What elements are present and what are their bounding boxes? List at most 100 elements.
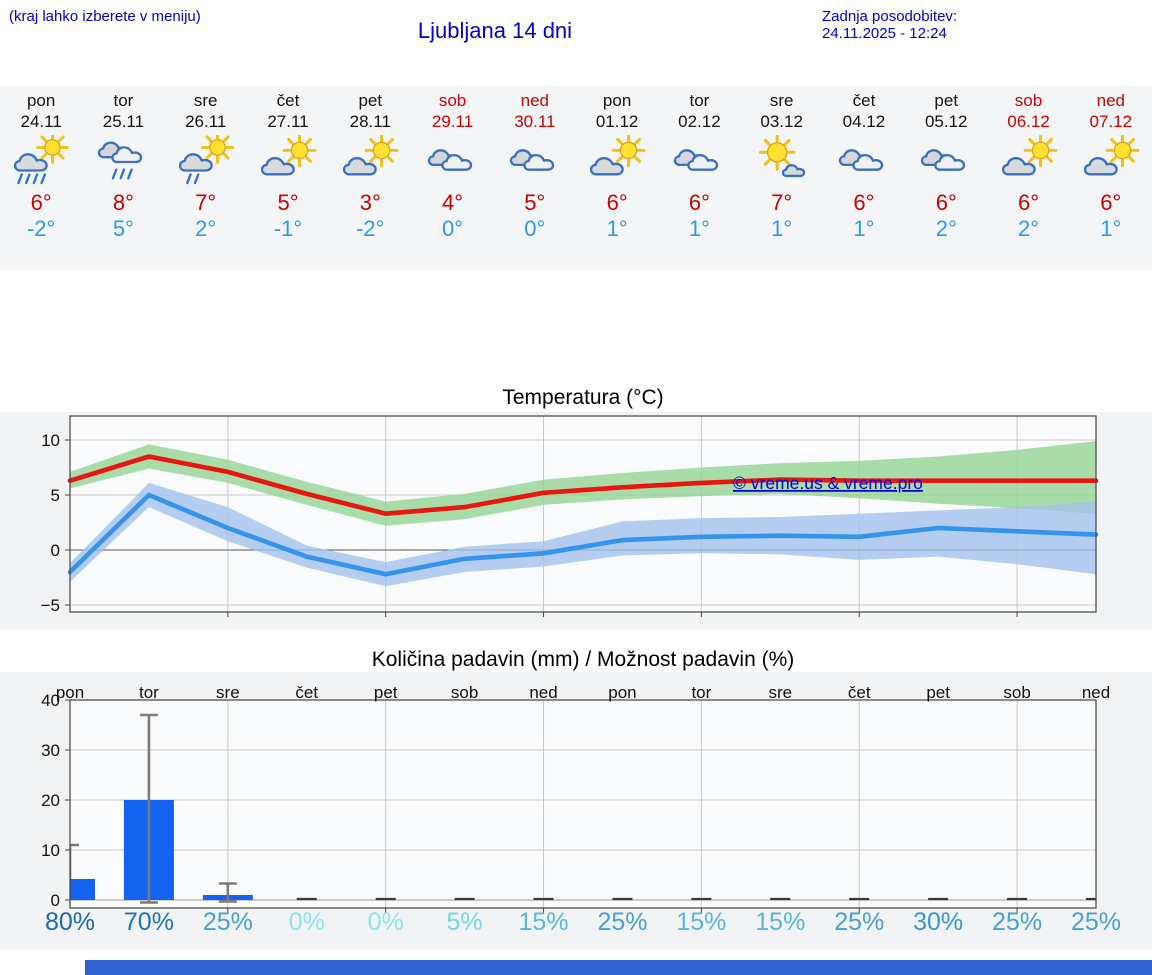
forecast-day-28.11[interactable]: pet 28.11 3° -2°: [329, 86, 411, 270]
precipitation-probability-label: 70%: [124, 908, 174, 936]
day-name: sob: [438, 91, 467, 110]
y-tick-label: 0: [51, 891, 60, 910]
error-bar: [70, 843, 79, 879]
temperature-chart: 10 5 0 −5 © vreme.us & vreme.pro: [0, 412, 1152, 630]
day-name: sre: [193, 91, 218, 110]
high-temperature: 6°: [30, 190, 52, 215]
day-axis-label: pon: [56, 683, 84, 702]
cloud-shape: [260, 157, 295, 176]
forecast-day-25.11[interactable]: tor 25.11 8° 5°: [82, 86, 164, 270]
max-temperature-range-band: [70, 441, 1096, 526]
day-name: ned: [520, 91, 550, 110]
weather-icon-cloudy: [921, 149, 966, 171]
precipitation-probability-label: 0%: [289, 908, 325, 936]
error-bar: [218, 882, 237, 903]
weather-icon-partly: [1001, 135, 1057, 176]
rain-streak: [119, 168, 126, 180]
location-menu-hint: (kraj lahko izberete v meniju): [9, 8, 201, 25]
cloud-shape: [781, 164, 805, 178]
rain-streak: [17, 173, 24, 185]
y-tick-label: 30: [41, 741, 60, 760]
day-date: 01.12: [595, 112, 639, 131]
day-date: 25.11: [102, 112, 145, 131]
last-updated: Zadnja posodobitev: 24.11.2025 - 12:24: [822, 8, 958, 42]
high-temperature: 4°: [442, 190, 464, 215]
rain-streak: [112, 168, 118, 180]
forecast-day-04.12[interactable]: čet 04.12 6° 1°: [823, 86, 905, 270]
forecast-day-26.11[interactable]: sre 26.11 7° 2°: [165, 86, 247, 270]
day-name: pet: [934, 91, 959, 110]
page-title: Ljubljana 14 dni: [417, 18, 573, 43]
day-axis-label: pet: [926, 683, 950, 702]
day-date: 02.12: [678, 112, 721, 131]
low-temperature: 1°: [688, 216, 710, 241]
high-temperature: 7°: [771, 190, 793, 215]
y-tick-label: 10: [41, 841, 60, 860]
plot-border: [69, 699, 1097, 909]
sun-shape: [758, 135, 796, 171]
precipitation-probability-label: 25%: [1071, 908, 1121, 936]
rain-streak: [40, 173, 47, 185]
forecast-day-05.12[interactable]: pet 05.12 6° 2°: [905, 86, 987, 270]
day-name: sob: [1014, 91, 1043, 110]
precipitation-probability-label: 80%: [45, 908, 95, 936]
rain-streak: [25, 173, 31, 185]
low-temperature: -2°: [356, 216, 385, 241]
weather-icon-partly: [589, 135, 646, 176]
day-date: 28.11: [349, 112, 391, 131]
precipitation-probability-label: 0%: [368, 908, 404, 936]
forecast-day-01.12[interactable]: pon 01.12 6° 1°: [576, 86, 658, 270]
high-temperature: 5°: [524, 190, 546, 215]
horizontal-scrollbar-thumb[interactable]: [85, 960, 1152, 975]
precipitation-probability-label: 25%: [992, 908, 1042, 936]
cloud-shape: [523, 153, 554, 171]
forecast-day-24.11[interactable]: pon 24.11 6° -2°: [0, 86, 82, 270]
day-date: 05.12: [924, 112, 968, 131]
high-temperature: 6°: [688, 190, 710, 215]
weather-icon-cloudy: [509, 149, 554, 171]
day-date: 29.11: [431, 112, 474, 131]
forecast-day-07.12[interactable]: ned 07.12 6° 1°: [1070, 86, 1152, 270]
low-temperature: 2°: [935, 216, 957, 241]
day-axis-label: sre: [768, 683, 792, 702]
high-temperature: 6°: [853, 190, 875, 215]
day-axis-label: pon: [608, 683, 636, 702]
high-temperature: 7°: [195, 190, 217, 215]
low-temperature: -2°: [26, 216, 56, 241]
weather-icon-partly: [260, 135, 317, 176]
high-temperature: 6°: [935, 190, 957, 215]
forecast-day-27.11[interactable]: čet 27.11 5° -1°: [247, 86, 329, 270]
precipitation-probability-label: 15%: [755, 908, 805, 936]
high-temperature: 6°: [606, 190, 628, 215]
forecast-day-06.12[interactable]: sob 06.12 6° 2°: [987, 86, 1069, 270]
low-temperature: 2°: [1017, 216, 1040, 241]
forecast-day-03.12[interactable]: sre 03.12 7° 1°: [741, 86, 823, 270]
y-tick-label: 0: [51, 541, 60, 560]
cloud-shape: [934, 153, 966, 171]
precipitation-probability-label: 25%: [834, 908, 884, 936]
watermark-link[interactable]: © vreme.us & vreme.pro: [733, 473, 923, 493]
precipitation-chart-title: Količina padavin (mm) / Možnost padavin …: [371, 648, 795, 671]
day-name: pon: [26, 91, 56, 110]
day-axis-label: čet: [848, 683, 871, 702]
precipitation-probability-label: 15%: [519, 908, 569, 936]
forecast-day-02.12[interactable]: tor 02.12 6° 1°: [658, 86, 740, 270]
day-date: 24.11: [20, 112, 62, 131]
weather-icon-light-rain-sun: [178, 135, 234, 185]
precipitation-bar: [70, 879, 95, 900]
day-name: pet: [358, 91, 383, 110]
sun-shape: [200, 135, 234, 164]
cloud-shape: [1001, 157, 1036, 176]
sun-shape: [1105, 135, 1140, 168]
day-name: pon: [602, 91, 632, 110]
y-tick-label: 10: [41, 431, 60, 450]
sun-shape: [282, 135, 317, 168]
forecast-day-29.11[interactable]: sob 29.11 4° 0°: [411, 86, 493, 270]
weather-icon-rain: [98, 141, 143, 180]
low-temperature: 2°: [195, 216, 217, 241]
day-axis-label: tor: [691, 683, 711, 702]
forecast-day-30.11[interactable]: ned 30.11 5° 0°: [494, 86, 576, 270]
day-date: 27.11: [267, 112, 309, 131]
precipitation-probability-label: 30%: [913, 908, 963, 936]
